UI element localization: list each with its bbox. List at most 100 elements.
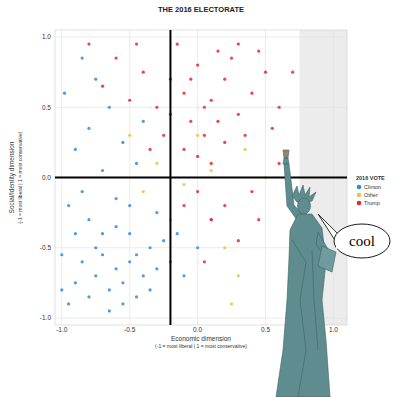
x-tick-label: 0.5 [261, 326, 270, 333]
point [257, 49, 260, 52]
point [237, 274, 240, 277]
point [196, 190, 199, 193]
statue-of-liberty [276, 150, 336, 397]
point [128, 232, 131, 235]
point [210, 169, 213, 172]
x-axis-note: (-1 = most liberal | 1 = most conservati… [155, 343, 247, 349]
point [203, 260, 206, 263]
point [101, 253, 104, 256]
point [128, 204, 131, 207]
point [148, 246, 151, 249]
robe-fold [292, 240, 306, 397]
point [237, 239, 240, 242]
point [216, 49, 219, 52]
point [196, 134, 199, 137]
y-axis-label: Social/Identity dimension [8, 141, 16, 213]
point [277, 106, 280, 109]
y-tick-label: 1.0 [42, 33, 51, 40]
point [115, 267, 118, 270]
point [223, 204, 226, 207]
point [216, 120, 219, 123]
annotation: cool [349, 233, 375, 249]
legend-label: Trump [364, 200, 380, 206]
title: THE 2016 ELECTORATE [158, 5, 244, 14]
point [148, 148, 151, 151]
point [182, 274, 185, 277]
reference-line-y [55, 177, 347, 179]
y-tick-label: -1.0 [40, 314, 52, 321]
point [135, 42, 138, 45]
grid-line-y [55, 177, 347, 178]
point [135, 253, 138, 256]
x-axis-label: Economic dimension [171, 335, 231, 342]
point [264, 71, 267, 74]
y-axis-note: (-1 = most liberal | 1 = most conservati… [17, 131, 23, 223]
y-tick-label: 0.5 [42, 104, 51, 111]
point [182, 92, 185, 95]
point [182, 204, 185, 207]
grid-line-y [55, 37, 347, 38]
point [237, 113, 240, 116]
point [223, 246, 226, 249]
point [237, 42, 240, 45]
point [67, 302, 70, 305]
speech-bubble [334, 224, 390, 258]
point [257, 218, 260, 221]
point [155, 106, 158, 109]
point [250, 92, 253, 95]
torch [283, 158, 289, 164]
point [210, 218, 213, 221]
point [60, 253, 63, 256]
point [135, 162, 138, 165]
point [148, 288, 151, 291]
point [87, 295, 90, 298]
point [94, 78, 97, 81]
point [250, 190, 253, 193]
x-tick-label: 0.0 [193, 326, 202, 333]
point [142, 190, 145, 193]
point [291, 71, 294, 74]
point [142, 120, 145, 123]
legend-label: Clinton [364, 184, 381, 190]
point [155, 267, 158, 270]
point [74, 148, 77, 151]
point [189, 78, 192, 81]
point [121, 302, 124, 305]
point [115, 225, 118, 228]
point [101, 169, 104, 172]
legend-swatch [357, 201, 362, 206]
point [142, 71, 145, 74]
torch-flame [283, 150, 289, 158]
point [277, 162, 280, 165]
x-tick-label: -0.5 [124, 326, 136, 333]
point [142, 274, 145, 277]
point [87, 42, 90, 45]
head [298, 198, 311, 214]
point [74, 281, 77, 284]
page: {"chart_data": {"type": "scatter", "titl… [0, 0, 400, 397]
point [87, 218, 90, 221]
x-tick-label: -1.0 [56, 326, 68, 333]
point [176, 232, 179, 235]
point [203, 106, 206, 109]
point [108, 288, 111, 291]
x-tick-label: 1.0 [329, 326, 338, 333]
point [162, 239, 165, 242]
point [121, 281, 124, 284]
point [244, 134, 247, 137]
point [203, 134, 206, 137]
point [121, 141, 124, 144]
point [162, 134, 165, 137]
point [87, 127, 90, 130]
chart: THE 2016 ELECTORATE -1.0 -0.5 0.0 0.5 1.0 -1.0… [0, 0, 400, 397]
point [101, 232, 104, 235]
point [67, 204, 70, 207]
point [244, 148, 247, 151]
bubble-join [336, 246, 343, 248]
point [230, 56, 233, 59]
y-tick-label: -0.5 [40, 244, 52, 251]
point [108, 106, 111, 109]
point [223, 141, 226, 144]
point [210, 218, 213, 221]
point [101, 85, 104, 88]
